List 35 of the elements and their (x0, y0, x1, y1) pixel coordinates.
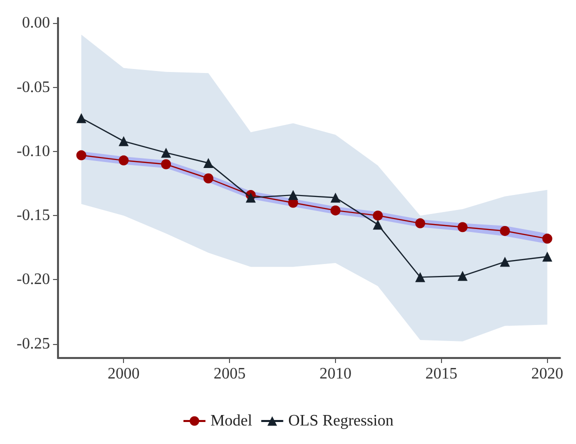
x-tick-label: 2010 (319, 366, 352, 382)
x-tick-label: 2000 (108, 366, 140, 382)
legend-label: Model (210, 412, 253, 430)
point (76, 113, 86, 124)
point (372, 210, 383, 221)
point (246, 192, 256, 203)
x-tick-label: 2020 (531, 366, 564, 382)
legend-label: OLS Regression (288, 412, 394, 430)
point (330, 192, 340, 203)
point (372, 220, 383, 230)
point (161, 159, 172, 170)
y-tick-label: -0.20 (16, 271, 50, 288)
point (500, 256, 510, 267)
y-tick-label: -0.25 (16, 335, 50, 352)
y-tick-label: -0.15 (16, 207, 50, 224)
point (542, 252, 552, 262)
point (203, 173, 214, 184)
point (288, 190, 298, 200)
point (500, 226, 510, 236)
y-tick-label: -0.10 (16, 142, 50, 160)
x-tick-label: 2015 (425, 366, 458, 382)
point (542, 234, 552, 244)
point (415, 272, 426, 282)
point (203, 158, 214, 168)
y-tick-label: 0.00 (22, 14, 50, 32)
point (118, 155, 129, 166)
point (458, 270, 468, 281)
x-tick-label: 2005 (214, 366, 246, 382)
point (161, 148, 172, 158)
point (76, 150, 86, 160)
point (458, 222, 468, 232)
point (415, 218, 426, 228)
y-tick-label: -0.05 (16, 78, 50, 96)
point (330, 205, 340, 216)
point (118, 136, 129, 146)
